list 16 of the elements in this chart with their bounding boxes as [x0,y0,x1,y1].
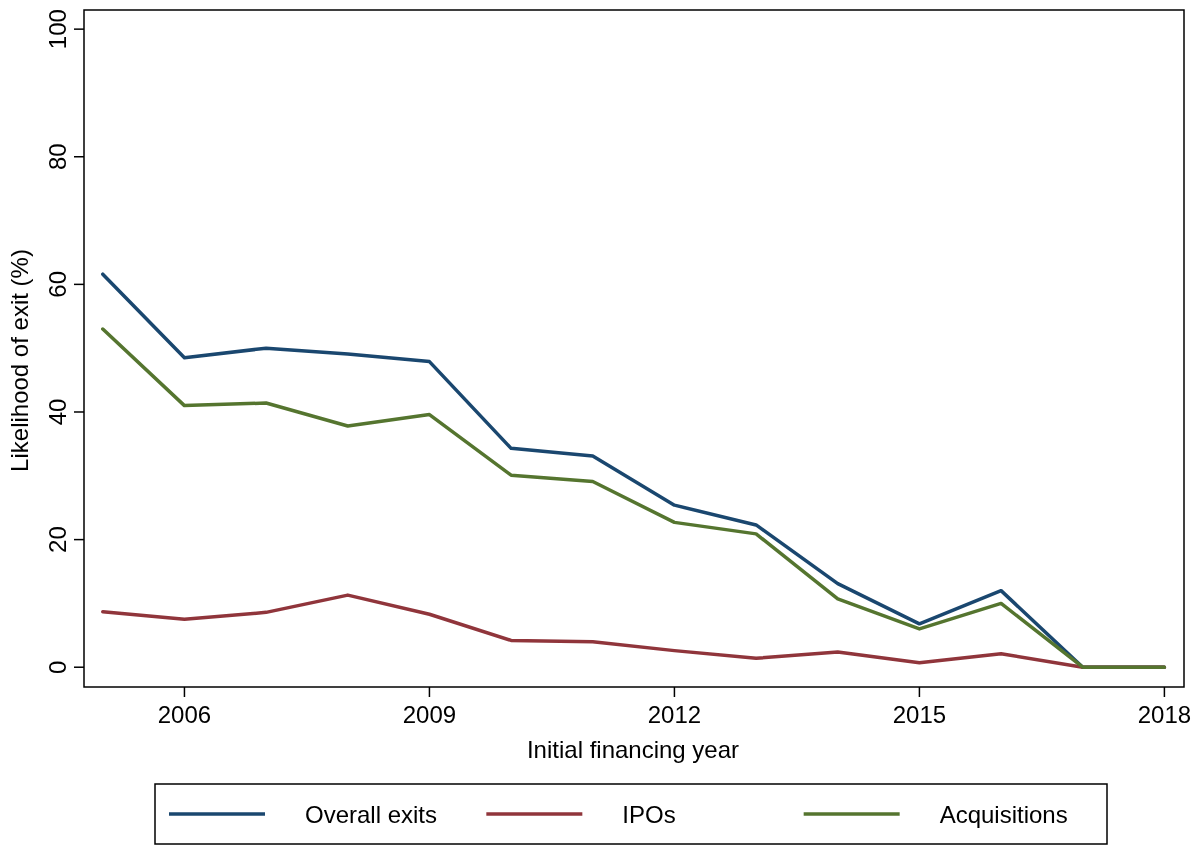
x-tick-label: 2006 [157,701,212,728]
y-tick-label: 60 [44,271,71,298]
x-axis-title: Initial financing year [526,736,740,763]
y-tick-label: 80 [44,143,71,171]
x-tick-label: 2018 [1137,701,1192,728]
legend-label: Acquisitions [939,801,1068,828]
legend-label: IPOs [622,801,676,828]
y-tick-label: 0 [44,660,71,674]
x-tick-label: 2012 [647,701,702,728]
y-tick-label: 20 [44,526,71,553]
legend-label: Overall exits [305,801,438,828]
x-tick-label: 2015 [892,701,947,728]
y-tick-label: 40 [44,398,71,426]
y-tick-label: 100 [44,9,71,50]
y-axis-title: Likelihood of exit (%) [6,249,33,472]
x-tick-label: 2009 [402,701,457,728]
